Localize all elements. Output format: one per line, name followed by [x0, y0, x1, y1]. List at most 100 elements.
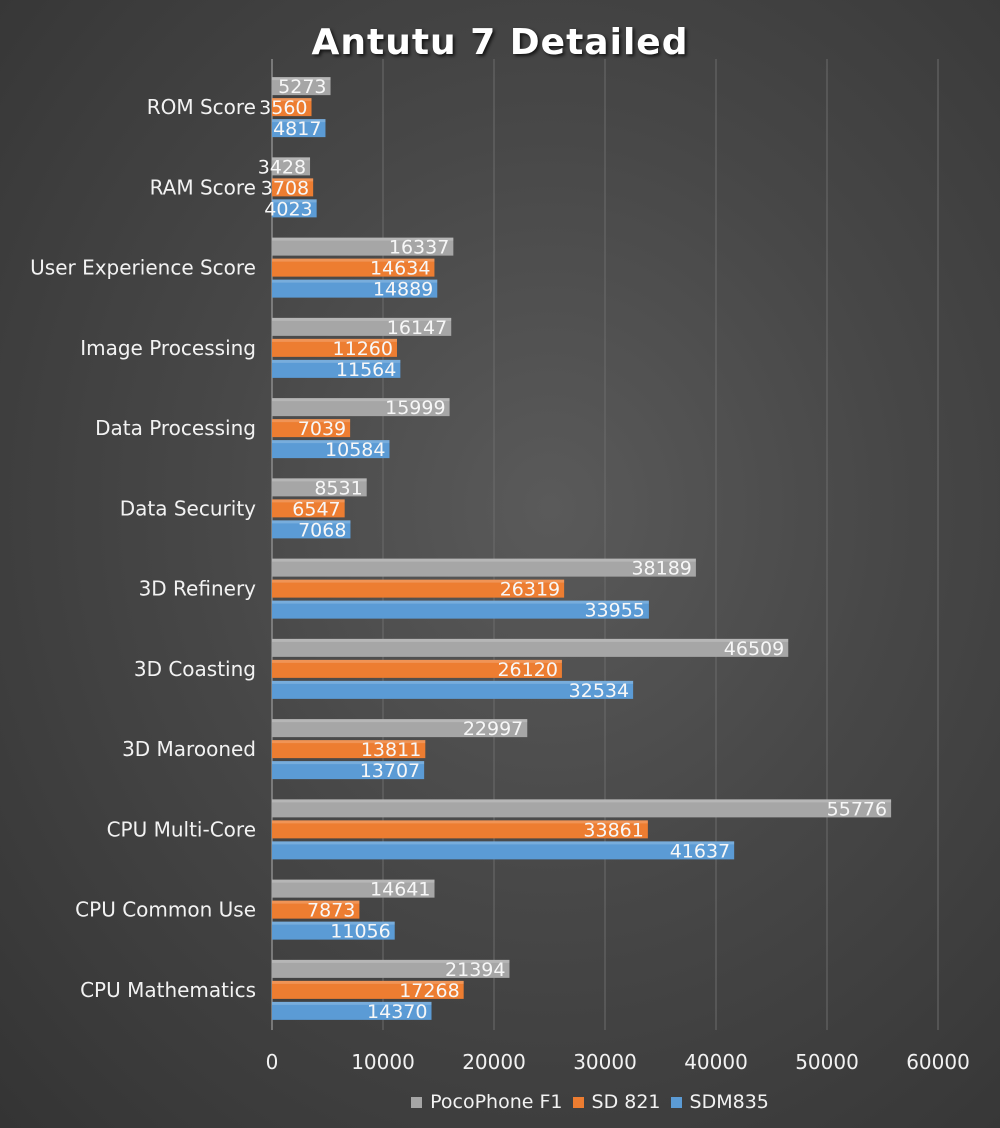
x-tick-label: 60000	[906, 1050, 970, 1074]
data-label: 5273	[278, 76, 326, 98]
data-label: 21394	[445, 959, 505, 981]
bar	[272, 258, 435, 277]
data-label: 26319	[500, 579, 560, 601]
bar	[272, 799, 892, 818]
bar	[272, 279, 438, 298]
data-label: 14634	[370, 258, 430, 280]
bar	[272, 719, 528, 738]
bar	[272, 600, 649, 619]
bar	[272, 638, 789, 657]
legend-swatch	[572, 1096, 584, 1108]
bar-highlight	[272, 419, 351, 423]
legend-item: PocoPhone F1	[411, 1091, 563, 1113]
bar-highlight	[272, 900, 360, 904]
bar-highlight	[272, 398, 450, 402]
category-label: 3D Coasting	[134, 657, 256, 681]
bar-highlight	[272, 659, 562, 663]
bar-highlight	[272, 879, 435, 883]
bar	[272, 959, 510, 978]
data-label: 33861	[583, 819, 643, 841]
data-label: 17268	[399, 980, 459, 1002]
data-label: 3560	[259, 97, 307, 119]
bar-highlight	[272, 799, 892, 803]
x-tick-label: 50000	[795, 1050, 859, 1074]
bar-highlight	[272, 98, 312, 102]
data-label: 3428	[258, 156, 306, 178]
bar	[272, 237, 454, 256]
bar-highlight	[272, 178, 314, 182]
legend-swatch	[411, 1096, 423, 1108]
bar-highlight	[272, 638, 789, 642]
bar-highlight	[272, 338, 397, 342]
x-tick-label: 0	[266, 1050, 279, 1074]
bar-highlight	[272, 719, 528, 723]
category-label: User Experience Score	[30, 256, 256, 280]
bar	[272, 199, 317, 218]
data-label: 11056	[330, 921, 390, 943]
bar	[272, 419, 351, 438]
data-label: 22997	[463, 718, 523, 740]
bar	[272, 478, 367, 497]
x-tick-label: 40000	[684, 1050, 748, 1074]
data-label: 14641	[370, 879, 430, 901]
bar-highlight	[272, 359, 401, 363]
data-label: 14370	[367, 1001, 427, 1023]
category-label: CPU Multi-Core	[107, 817, 256, 841]
x-tick-label: 10000	[351, 1050, 415, 1074]
bar	[272, 841, 735, 860]
legend-label: PocoPhone F1	[430, 1091, 563, 1113]
bar	[272, 359, 401, 378]
data-label: 7039	[298, 418, 346, 440]
bar-highlight	[272, 499, 345, 503]
data-label: 14889	[373, 279, 433, 301]
bar	[272, 820, 648, 839]
bar	[272, 119, 326, 138]
legend-label: SD 821	[591, 1091, 661, 1113]
legend-item: SD 821	[572, 1091, 661, 1113]
data-label: 13707	[360, 760, 420, 782]
category-label: Data Processing	[95, 416, 256, 440]
category-label: Data Security	[120, 496, 256, 520]
data-label: 8531	[314, 477, 362, 499]
data-label: 7068	[298, 519, 346, 541]
bar	[272, 440, 390, 459]
x-tick-label: 20000	[462, 1050, 526, 1074]
bar-highlight	[272, 157, 311, 161]
data-label: 26120	[497, 659, 557, 681]
data-label: 11260	[333, 338, 393, 360]
bar	[272, 740, 426, 759]
legend-label: SDM835	[689, 1091, 769, 1113]
bar-highlight	[272, 841, 735, 845]
bar-highlight	[272, 440, 390, 444]
bar-highlight	[272, 520, 351, 524]
category-label: RAM Score	[150, 175, 256, 199]
data-label: 4023	[264, 198, 312, 220]
data-label: 3708	[261, 177, 309, 199]
category-label: CPU Mathematics	[80, 978, 256, 1002]
data-label: 46509	[724, 638, 784, 660]
data-label: 38189	[631, 558, 691, 580]
data-label: 41637	[670, 840, 730, 862]
bar	[272, 317, 452, 336]
bar-highlight	[272, 279, 438, 283]
data-label: 16337	[389, 237, 449, 259]
bar-highlight	[272, 77, 331, 81]
bar-highlight	[272, 680, 634, 684]
data-label: 16147	[387, 317, 447, 339]
bar	[272, 980, 464, 999]
bar	[272, 338, 397, 357]
category-label: 3D Marooned	[122, 737, 256, 761]
data-label: 13811	[361, 739, 421, 761]
chart-legend: PocoPhone F1 SD 821 SDM835	[0, 1088, 1000, 1116]
bar-highlight	[272, 237, 454, 241]
data-label: 11564	[336, 359, 396, 381]
data-label: 6547	[292, 498, 340, 520]
bar-highlight	[272, 740, 426, 744]
bar	[272, 157, 311, 176]
legend-swatch	[670, 1096, 682, 1108]
data-label: 33955	[584, 600, 644, 622]
category-label: Image Processing	[80, 336, 256, 360]
bar	[272, 900, 360, 919]
